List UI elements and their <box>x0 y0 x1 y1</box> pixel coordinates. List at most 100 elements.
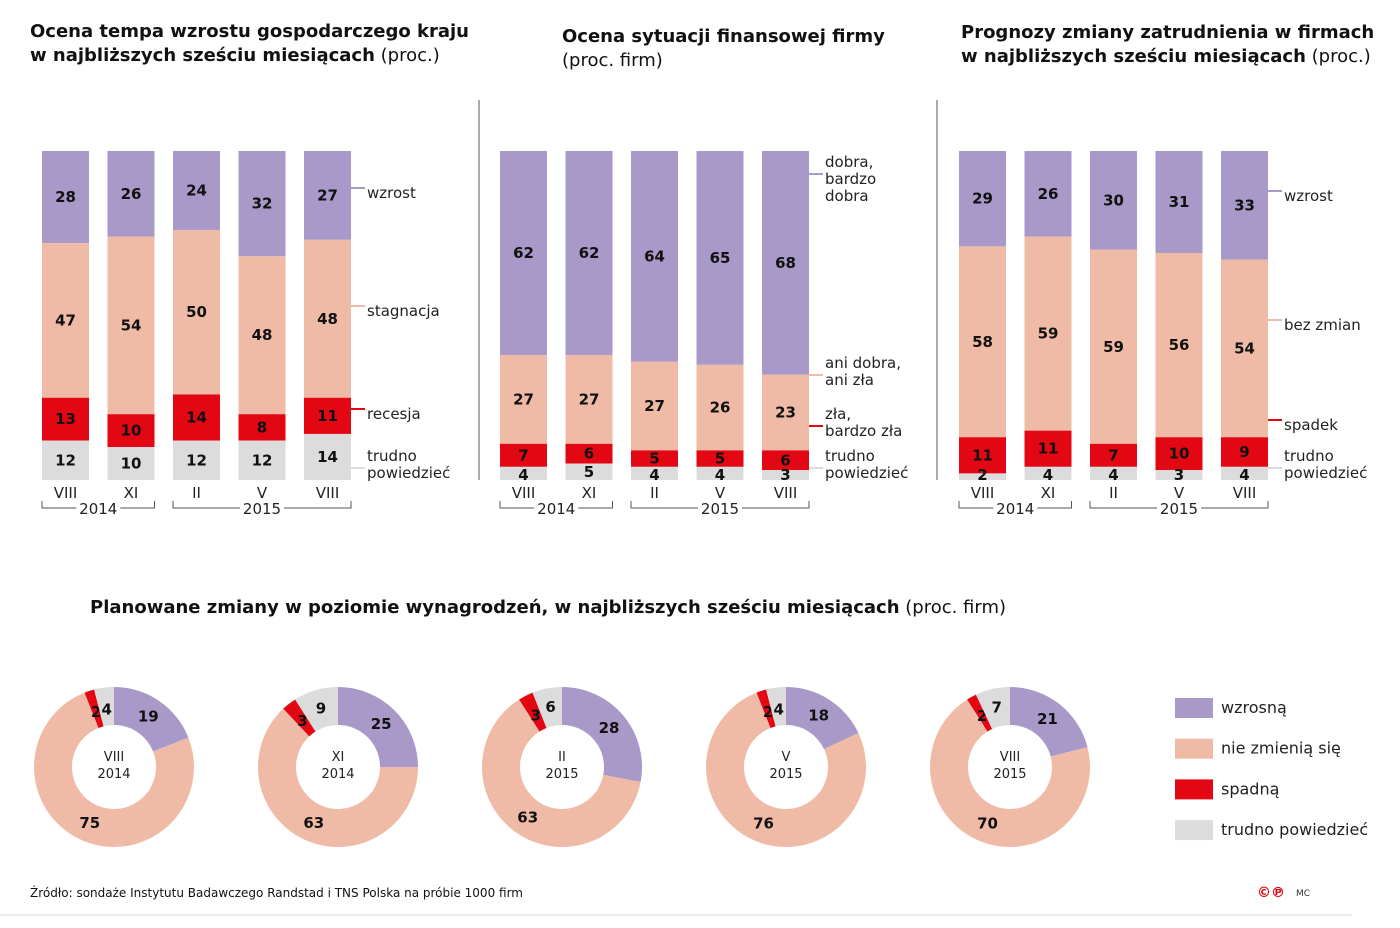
legend-swatch <box>1175 779 1213 800</box>
data-label: 54 <box>121 316 142 334</box>
data-label: 10 <box>121 455 142 473</box>
donut-value: 4 <box>102 700 112 718</box>
bar-segment <box>696 364 744 451</box>
month-label: XI <box>124 484 139 502</box>
data-label: 7 <box>518 446 528 464</box>
year-label-bg <box>76 499 121 517</box>
year-label-bg <box>698 499 742 517</box>
data-label: 4 <box>518 466 528 484</box>
data-label: 58 <box>972 333 993 351</box>
donut-center-label: XI <box>332 750 345 765</box>
month-label: II <box>1109 484 1118 502</box>
donut: 21 70 2 7 VIII 2015 <box>930 687 1091 847</box>
bar-segment <box>1155 151 1203 253</box>
donut-center-label: 2014 <box>321 767 354 782</box>
donut-center-label: V <box>782 750 791 765</box>
donut-value: 63 <box>303 814 324 832</box>
series-label: trudno <box>825 447 875 465</box>
donut-value: 7 <box>991 698 1001 716</box>
title-unit: (proc. firm) <box>900 597 1007 618</box>
series-label: powiedzieć <box>367 464 450 482</box>
data-label: 12 <box>186 451 207 469</box>
legend-label: wzrosną <box>1221 698 1287 717</box>
series-label: ani zła <box>825 371 874 389</box>
donut-slice <box>562 687 642 782</box>
year-label: 2014 <box>79 500 117 518</box>
bar-segment <box>1024 236 1072 431</box>
bar-segment <box>1024 151 1072 237</box>
series-label: zła, <box>825 405 851 423</box>
data-label: 12 <box>55 451 76 469</box>
bar-segment <box>1221 466 1268 480</box>
donut-value: 28 <box>599 719 620 737</box>
donut-value: 3 <box>297 712 307 730</box>
bar-segment <box>1155 437 1203 471</box>
author-initials: MC <box>1296 889 1310 899</box>
donut-slice <box>338 687 418 767</box>
bar-segment <box>42 397 89 441</box>
bar-segment <box>238 151 286 257</box>
data-label: 4 <box>715 466 725 484</box>
donut-value: 63 <box>517 808 538 826</box>
data-label: 59 <box>1038 325 1059 343</box>
series-label: powiedzieć <box>1284 464 1367 482</box>
year-label: 2014 <box>996 500 1034 518</box>
donut-value: 19 <box>138 708 159 726</box>
donut-center-label: 2015 <box>993 767 1026 782</box>
data-label: 29 <box>972 190 993 208</box>
data-label: 7 <box>1108 446 1118 464</box>
series-label: spadek <box>1284 416 1338 434</box>
chart-title: Ocena tempa wzrostu gospodarczego kraju <box>30 21 469 42</box>
bar-segment <box>42 151 89 244</box>
data-label: 48 <box>252 326 273 344</box>
bar-segment <box>762 450 809 471</box>
bar-segment <box>238 256 286 415</box>
month-label: VIII <box>971 484 995 502</box>
legend-swatch <box>1175 698 1213 718</box>
donut-value: 75 <box>79 814 100 832</box>
bar-segment <box>696 450 744 467</box>
bar-segment <box>304 239 351 398</box>
bar-segment <box>1090 443 1137 467</box>
data-label: 56 <box>1169 336 1190 354</box>
title-unit: (proc.) <box>1306 46 1371 67</box>
bar-segment <box>500 354 547 444</box>
series-label: powiedzieć <box>825 464 908 482</box>
data-label: 3 <box>1174 466 1184 484</box>
data-label: 2 <box>977 466 987 484</box>
donut-slice <box>1010 687 1088 757</box>
data-label: 26 <box>121 185 142 203</box>
data-label: 24 <box>186 181 207 199</box>
bar-segment <box>565 463 613 480</box>
bar-segment <box>959 473 1006 480</box>
series-label: stagnacja <box>367 302 440 320</box>
data-label: 4 <box>1043 466 1053 484</box>
bar-segment <box>631 450 678 467</box>
data-label: 26 <box>1038 185 1059 203</box>
series-label: bardzo <box>825 170 876 188</box>
donut: 28 63 3 6 II 2015 <box>482 687 642 848</box>
bar-segment <box>42 440 89 480</box>
data-label: 59 <box>1103 338 1124 356</box>
donut-slice <box>84 689 104 728</box>
donut-center-label: II <box>558 750 566 765</box>
donut-value: 2 <box>91 703 101 721</box>
source-note: Źródło: sondaże Instytutu Badawczego Ran… <box>30 885 523 900</box>
donut-center-label: VIII <box>1000 750 1020 765</box>
chart-title: Ocena sytuacji finansowej firmy <box>562 26 885 47</box>
data-label: 28 <box>55 188 76 206</box>
month-label: VIII <box>1233 484 1257 502</box>
series-label: dobra, <box>825 153 873 171</box>
donut: 19 75 2 4 VIII 2014 <box>33 687 194 847</box>
bar-segment <box>107 151 155 237</box>
data-label: 27 <box>317 186 338 204</box>
bar-segment <box>696 151 744 365</box>
series-label: dobra <box>825 187 869 205</box>
bar-segment <box>1090 249 1137 444</box>
data-label: 11 <box>317 407 338 425</box>
donut-value: 21 <box>1037 710 1058 728</box>
donut-value: 76 <box>753 815 774 833</box>
data-label: 27 <box>579 390 600 408</box>
bar-segment <box>959 437 1006 474</box>
title-unit: (proc.) <box>375 45 440 66</box>
